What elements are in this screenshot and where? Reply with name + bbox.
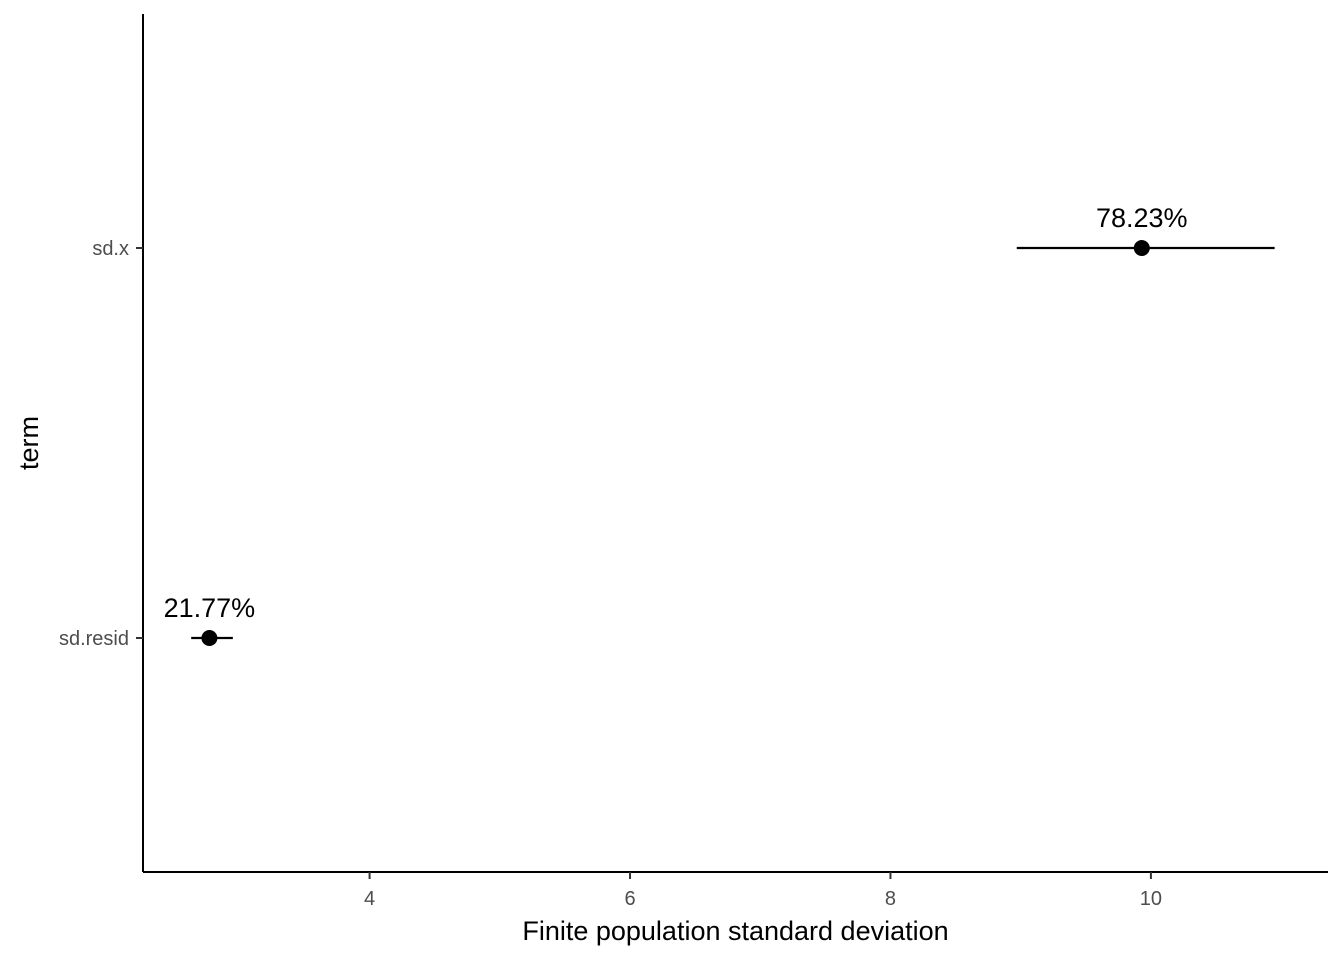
x-tick-label: 6: [624, 888, 635, 910]
data-label-sd-resid: 21.77%: [164, 593, 256, 623]
y-tick-label: sd.resid: [59, 628, 129, 650]
y-tick-label: sd.x: [92, 238, 129, 260]
y-axis-title: term: [14, 416, 44, 470]
data-marks: 78.23% 21.77%: [164, 203, 1275, 646]
point-sd-resid: [201, 630, 218, 646]
x-tick-label: 10: [1140, 888, 1162, 910]
data-label-sd-x: 78.23%: [1096, 203, 1188, 233]
y-ticks: sd.x sd.resid: [59, 238, 143, 650]
x-axis-title: Finite population standard deviation: [522, 916, 948, 946]
x-ticks: 4 6 8 10: [364, 872, 1162, 910]
x-tick-label: 4: [364, 888, 375, 910]
point-sd-x: [1133, 240, 1150, 256]
axes: [142, 14, 1328, 873]
x-tick-label: 8: [885, 888, 896, 910]
